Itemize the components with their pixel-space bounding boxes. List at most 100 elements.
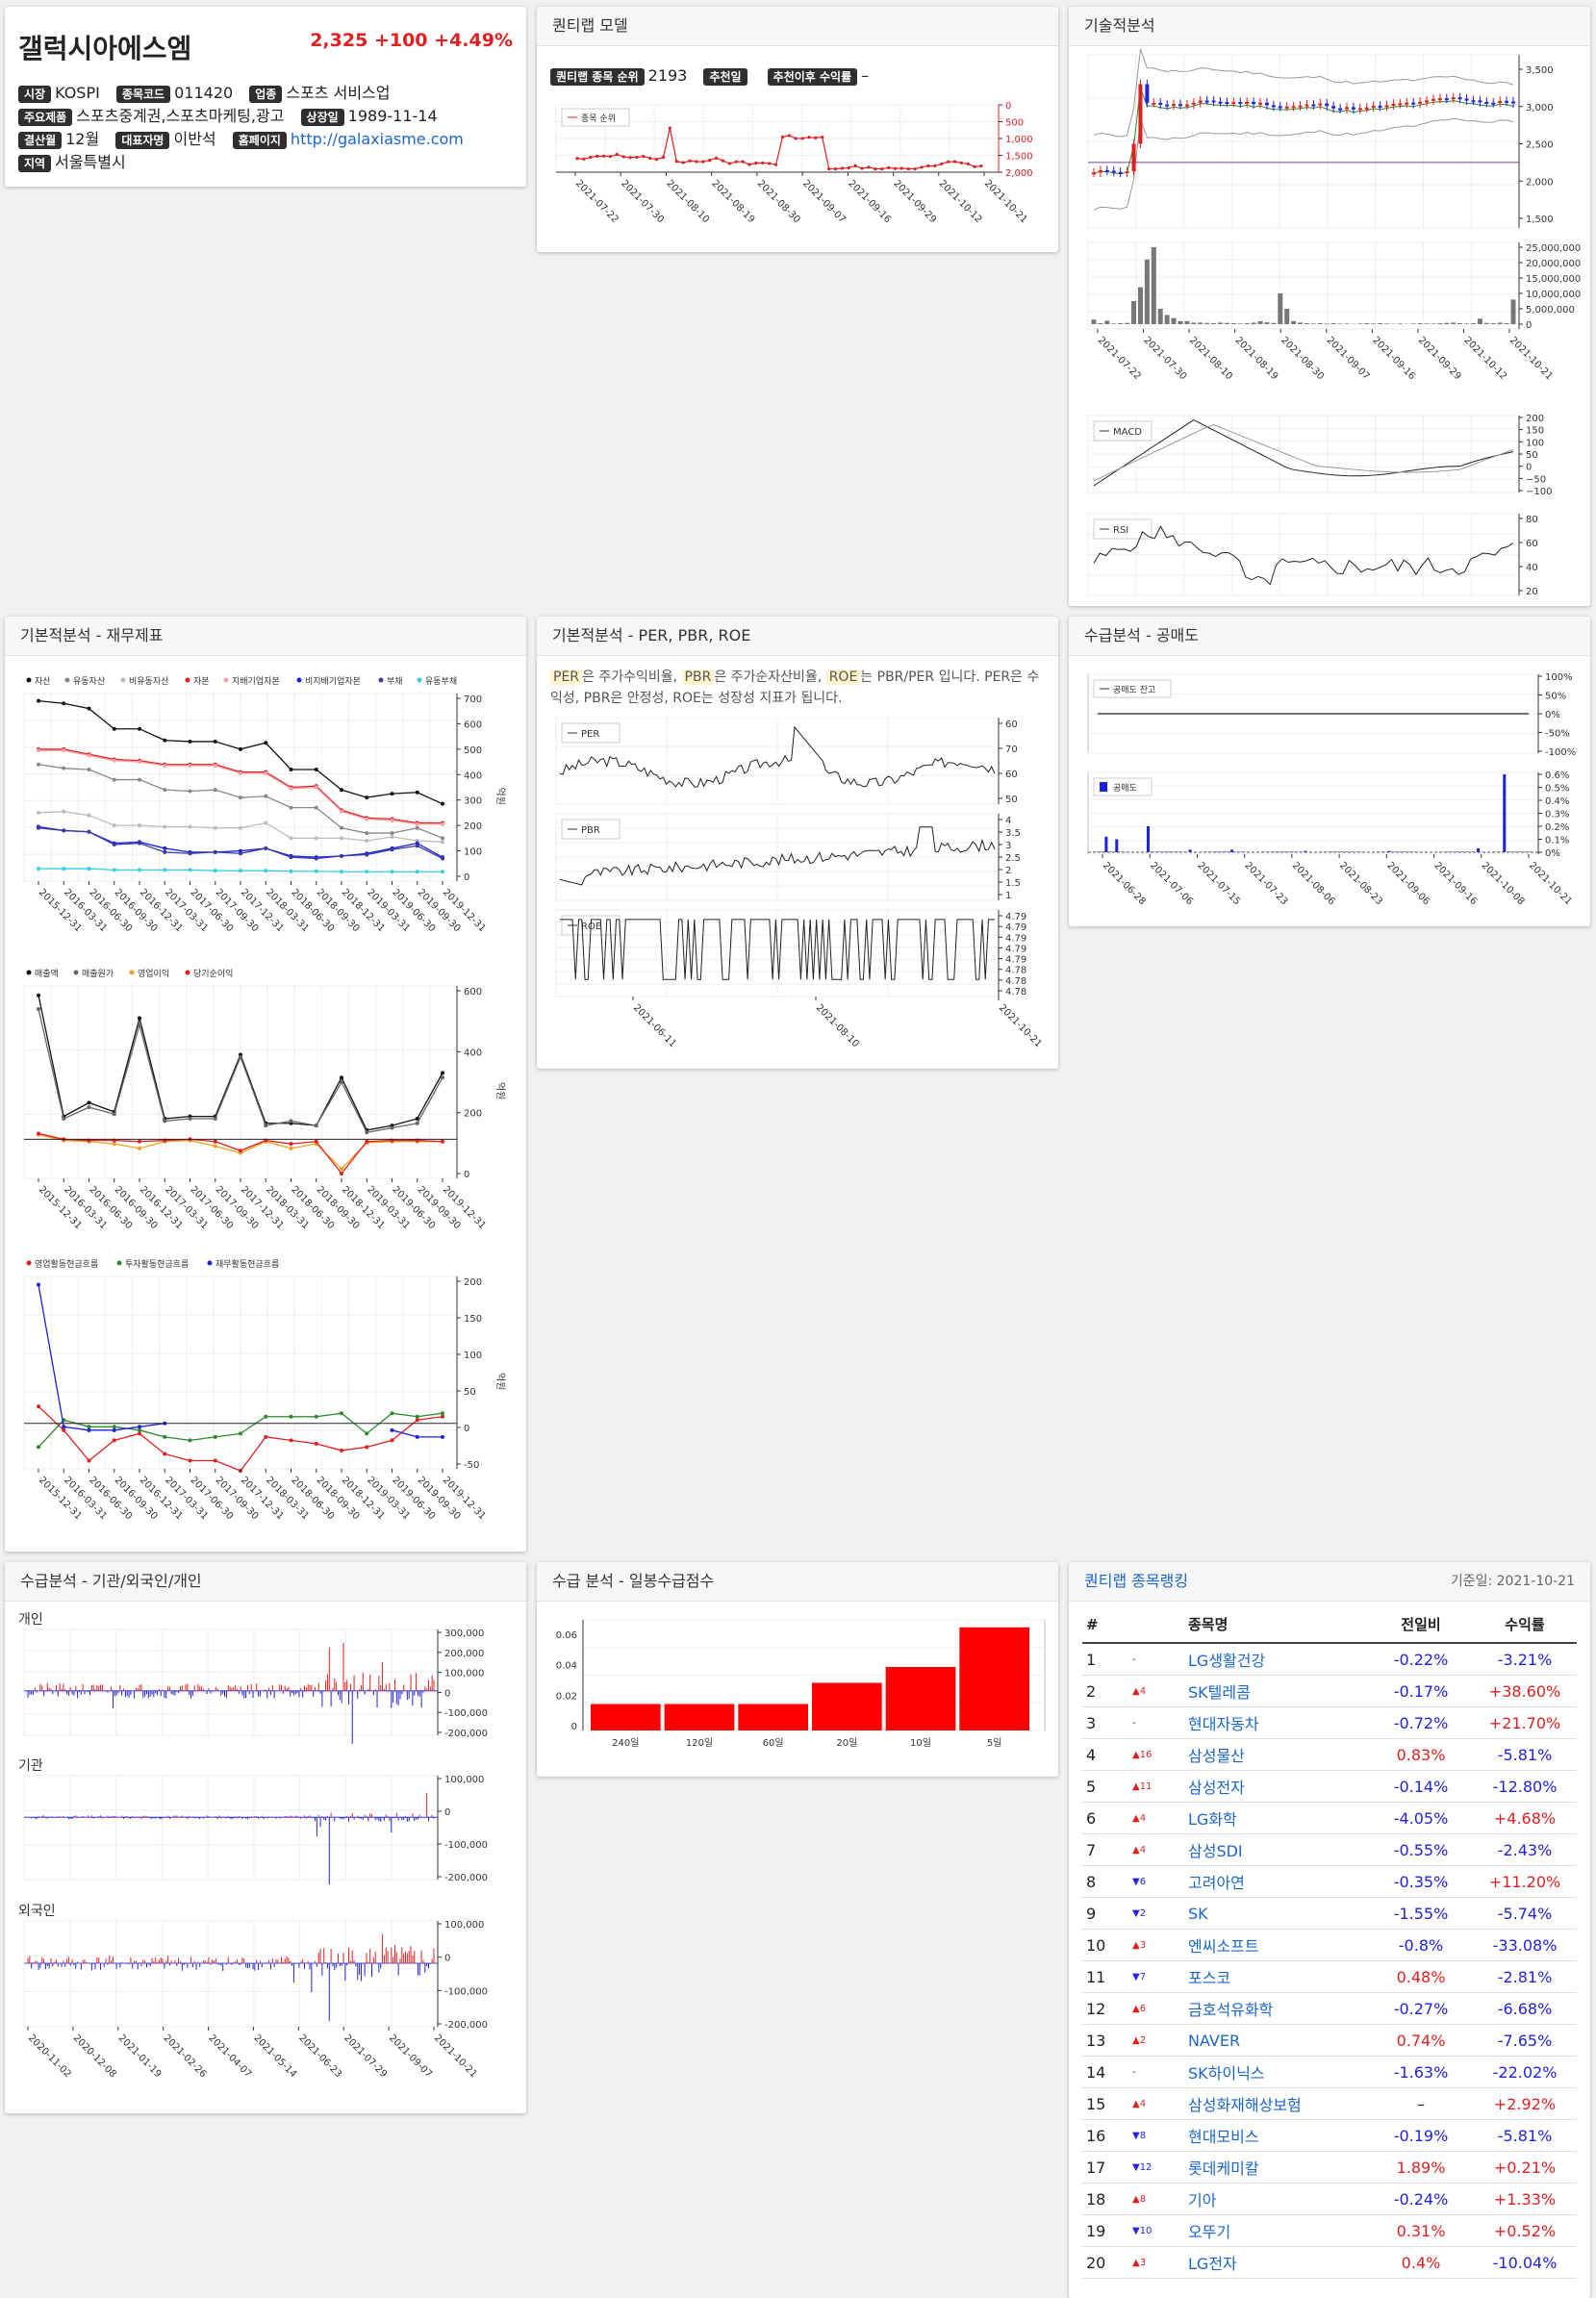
day-change: 1.89% [1369, 2151, 1473, 2184]
cashflow-point [289, 1414, 293, 1419]
rank-num: 7 [1082, 1833, 1128, 1866]
homepage-link[interactable]: http://galaxiasme.com [290, 130, 464, 148]
short-x-tick: 2021-09-16 [1431, 860, 1479, 907]
stock-link[interactable]: 기아 [1188, 2191, 1217, 2210]
balance-point [264, 869, 268, 873]
income-point [340, 1075, 343, 1080]
rank-point [913, 166, 917, 171]
rank-change: ▲4 [1128, 1802, 1184, 1834]
balance-point [62, 809, 66, 814]
unit-label: 억원 [494, 1082, 506, 1099]
stock-link[interactable]: NAVER [1188, 2031, 1241, 2050]
cashflow-point [163, 1452, 167, 1456]
legend-label: 지배기업자본 [232, 676, 280, 687]
balance-point [112, 868, 116, 872]
balance-point [365, 817, 369, 821]
balance-point [314, 836, 318, 841]
stock-link[interactable]: 금호석유화학 [1188, 2001, 1274, 2019]
volume-bar [1264, 322, 1270, 324]
volume-bar [1371, 323, 1377, 324]
stock-link[interactable]: 고려아연 [1188, 1874, 1245, 1892]
candle-body [1238, 102, 1243, 105]
stock-link[interactable]: 포스코 [1188, 1969, 1231, 1987]
legend-box [561, 819, 621, 840]
income-point [441, 1139, 444, 1144]
tech-x-tick: 2021-08-19 [1233, 335, 1280, 382]
short-bar [1188, 849, 1192, 852]
cashflow-point [213, 1458, 217, 1463]
volume-bar [1125, 322, 1130, 324]
ranking-row: 2 ▲4 SK텔레콤 -0.17% +38.60% [1082, 1675, 1577, 1707]
rank-num: 8 [1082, 1865, 1128, 1898]
macd-y-tick: 50 [1526, 450, 1538, 461]
short-bar [1282, 851, 1286, 852]
legend-label: 당기순이익 [193, 968, 233, 979]
balance-point [188, 868, 192, 872]
balance-point [264, 770, 268, 775]
candle-body [1284, 106, 1289, 109]
short-x-tick: 2021-06-28 [1101, 860, 1148, 907]
rank-point [695, 160, 698, 164]
balance-point [441, 840, 444, 845]
return-value: +38.60% [1473, 1675, 1577, 1707]
volume-bar [1198, 322, 1203, 324]
volume-bar [1357, 323, 1363, 324]
cashflow-point [87, 1427, 91, 1432]
stock-link[interactable]: 삼성전자 [1188, 1779, 1245, 1797]
short-bar [1456, 851, 1459, 852]
candle-body [1178, 104, 1182, 107]
stock-link[interactable]: LG생활건강 [1188, 1652, 1266, 1670]
stock-link[interactable]: 현대모비스 [1188, 2128, 1259, 2146]
balance-point [390, 835, 394, 840]
investor-x-tick: 2021-07-29 [342, 2033, 389, 2080]
legend-marker [223, 677, 229, 683]
stock-link[interactable]: SK텔레콤 [1188, 1683, 1251, 1702]
macd-y-tick: 0 [1526, 463, 1532, 473]
rec-date-badge: 추천일 [703, 68, 747, 86]
income-point [441, 1075, 444, 1080]
individual-y-tick: 100,000 [444, 1669, 484, 1679]
volume-bar [1217, 322, 1223, 324]
candle-body [1098, 169, 1102, 173]
stock-link[interactable]: 현대자동차 [1188, 1715, 1259, 1733]
short-bar [1513, 851, 1517, 852]
volume-bar [1151, 247, 1156, 324]
short-bar [1408, 851, 1412, 852]
stock-link[interactable]: 삼성물산 [1188, 1747, 1245, 1765]
score-bar [664, 1704, 735, 1730]
balance-point [112, 758, 116, 763]
score-x-label: 240일 [612, 1737, 639, 1749]
volume-bar [1098, 323, 1103, 324]
day-change: – [1369, 2087, 1473, 2120]
stock-link[interactable]: SK [1188, 1904, 1208, 1923]
stock-link[interactable]: 삼성SDI [1188, 1842, 1243, 1860]
rank-num: 13 [1082, 2024, 1128, 2057]
rank-point [853, 164, 857, 167]
volume-bar [1464, 323, 1470, 324]
ranking-row: 1- LG생활건강 -0.22% -3.21% [1082, 1643, 1577, 1676]
balance-point [415, 844, 419, 848]
tech-x-tick: 2021-10-12 [1461, 335, 1508, 382]
cashflow-point [365, 1431, 369, 1436]
stock-link[interactable]: 오뚜기 [1188, 2223, 1231, 2241]
ranking-base-date: 기준일: 2021-10-21 [1450, 1574, 1575, 1589]
rank-x-tick: 2021-08-10 [664, 178, 711, 225]
day-change: -0.27% [1369, 1992, 1473, 2025]
rank-point [628, 156, 632, 160]
legend-label: 종목 순위 [581, 114, 616, 124]
income-point [415, 1117, 419, 1121]
stock-link[interactable]: SK하이닉스 [1188, 2064, 1265, 2083]
balance-y-tick: 100% [1545, 672, 1573, 683]
stock-link[interactable]: LG화학 [1188, 1810, 1237, 1829]
volume-bar [1171, 317, 1177, 324]
stock-link[interactable]: 엔씨소프트 [1188, 1937, 1259, 1956]
institution-y-tick: 100,000 [444, 1775, 484, 1785]
stock-link[interactable]: 삼성화재해상보험 [1188, 2096, 1302, 2114]
balance-point [289, 836, 293, 841]
score-x-label: 5일 [987, 1737, 1002, 1749]
stock-link[interactable]: 롯데케미칼 [1188, 2159, 1259, 2178]
stock-link[interactable]: LG전자 [1188, 2255, 1237, 2273]
rank-change: ▲16 [1128, 1738, 1184, 1771]
unit-label: 억원 [494, 788, 506, 805]
balance-point [87, 829, 91, 834]
